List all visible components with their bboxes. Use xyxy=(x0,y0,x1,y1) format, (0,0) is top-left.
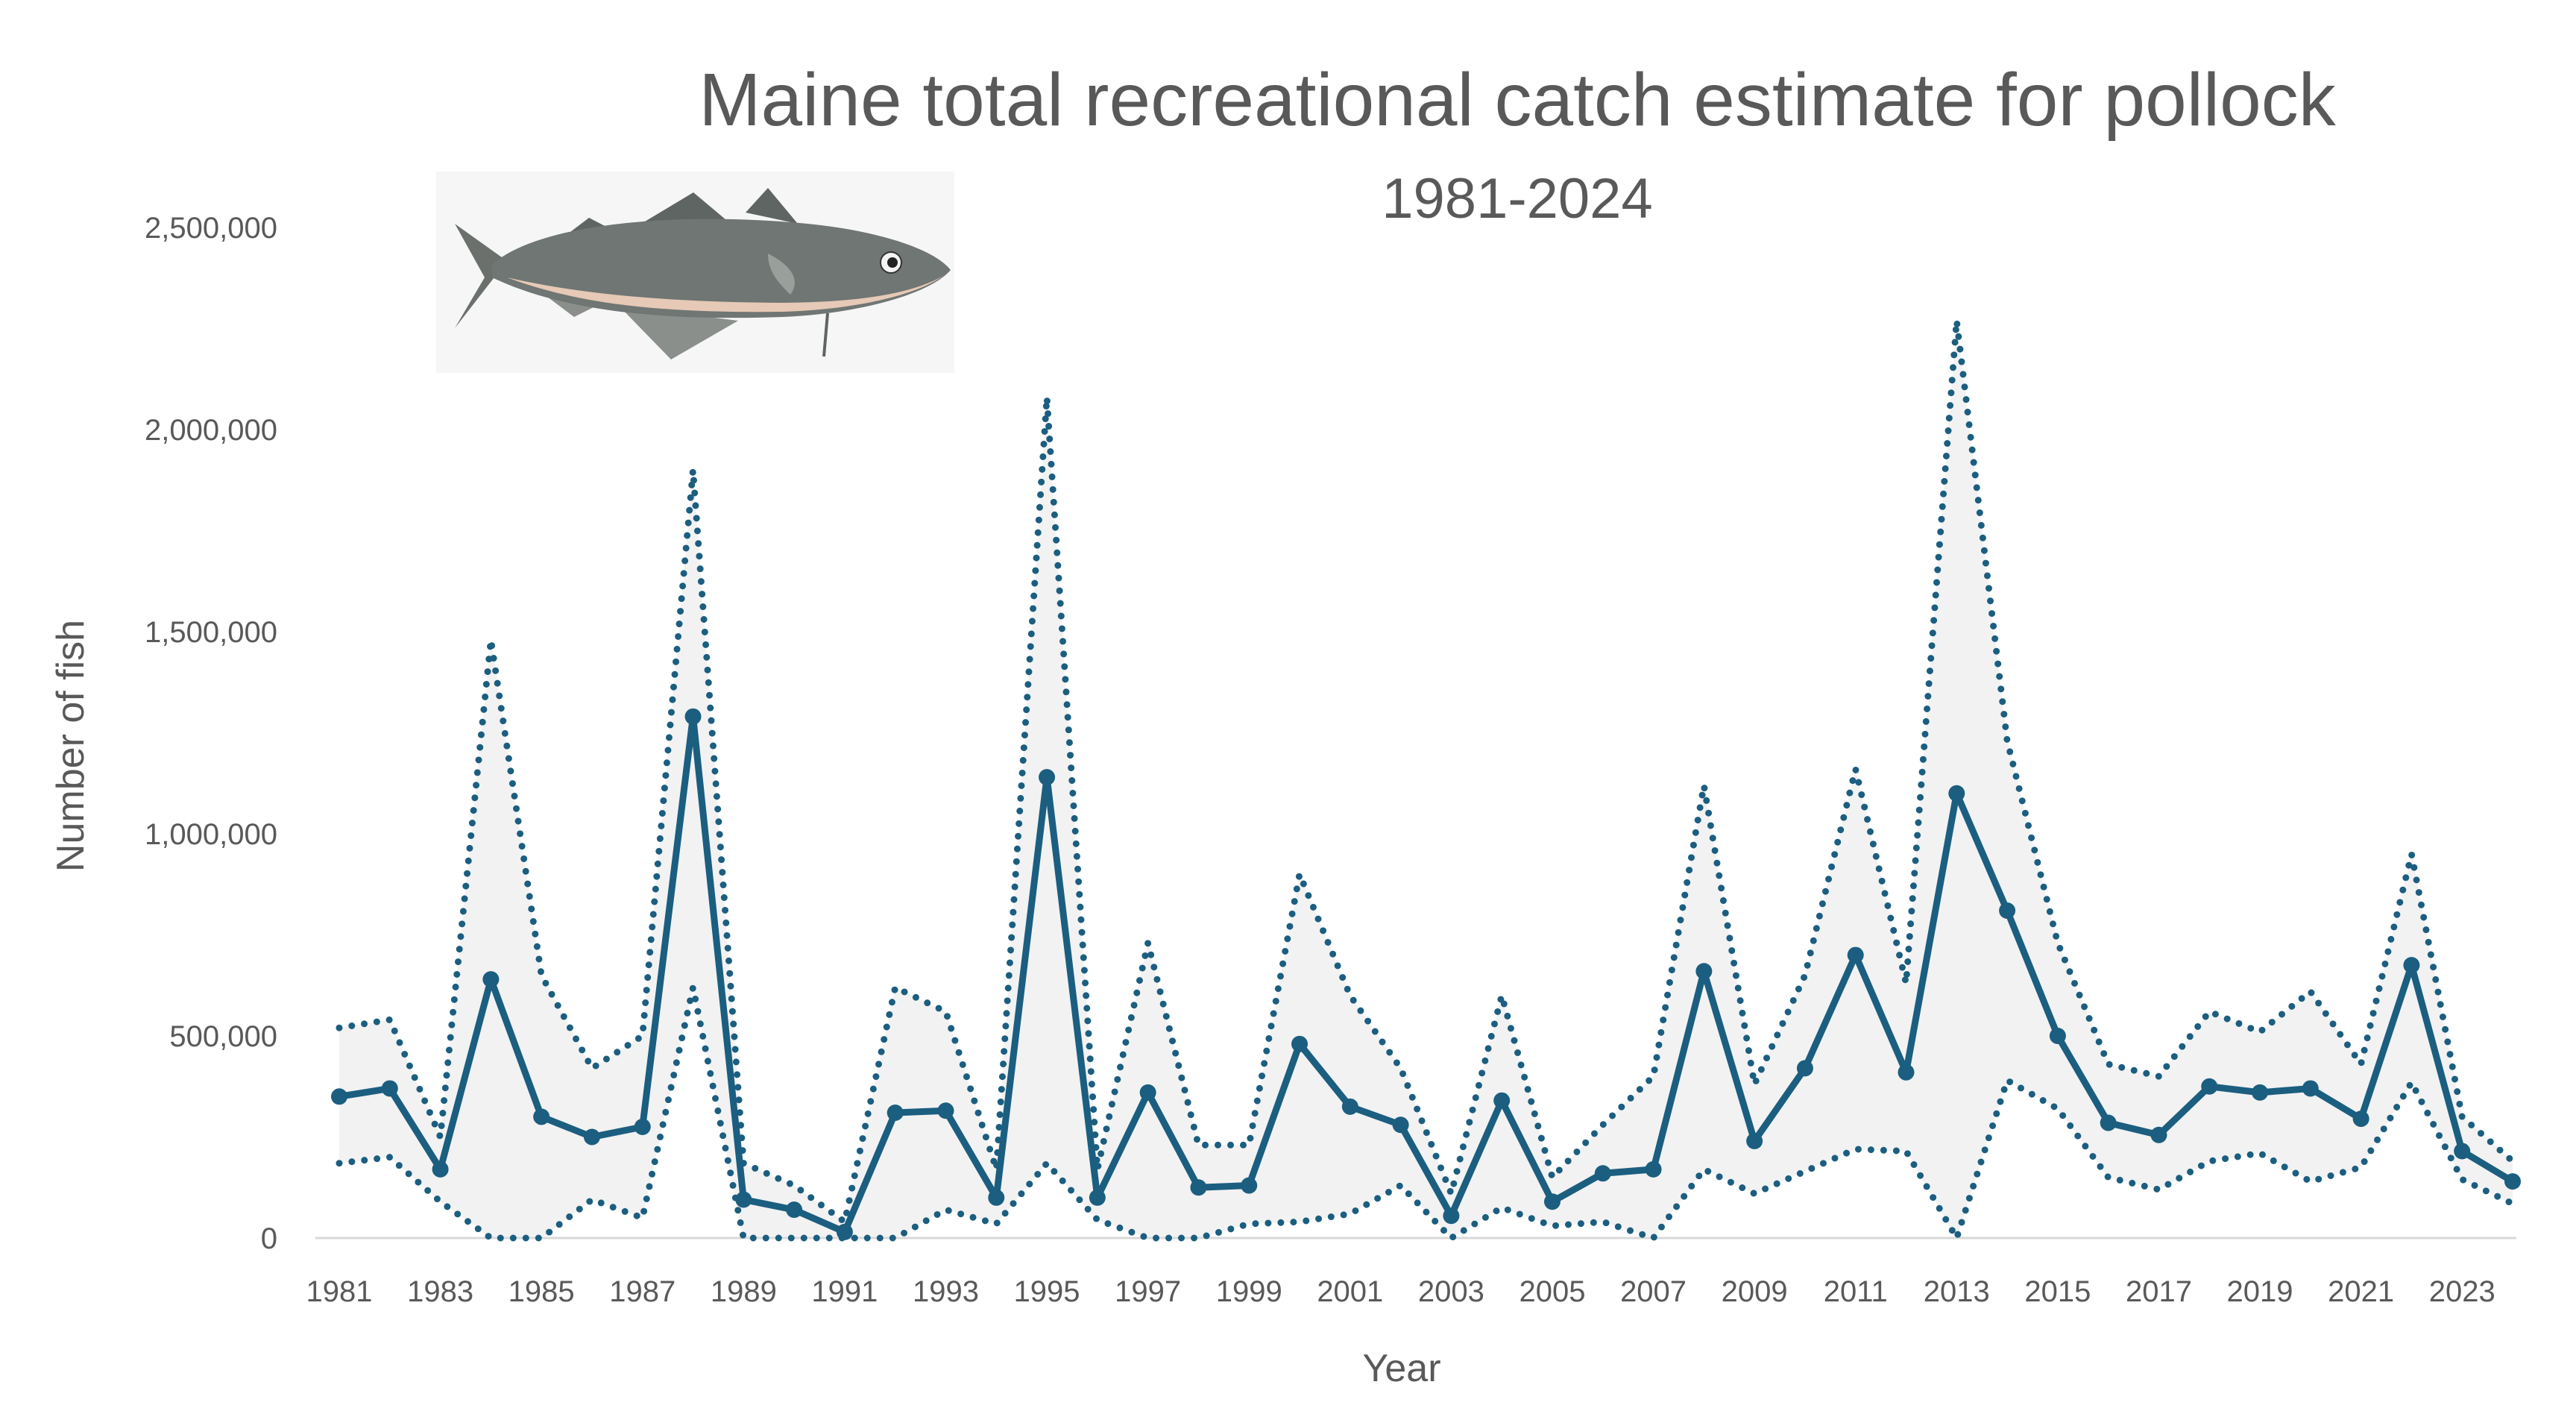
estimate-point xyxy=(2403,957,2420,974)
x-tick-label: 2005 xyxy=(1519,1275,1585,1308)
x-axis-title: Year xyxy=(1362,1347,1440,1390)
estimate-point xyxy=(1241,1177,1258,1194)
y-tick-label: 2,500,000 xyxy=(145,212,277,245)
estimate-point xyxy=(2504,1173,2521,1190)
estimate-point xyxy=(1999,902,2016,919)
estimate-point xyxy=(2201,1078,2218,1095)
estimate-point xyxy=(2150,1126,2167,1143)
estimate-point xyxy=(1543,1193,1561,1210)
upper-bound-line xyxy=(336,320,2516,1228)
estimate-point xyxy=(2100,1114,2117,1131)
estimate-point xyxy=(937,1102,954,1119)
x-tick-label: 1997 xyxy=(1115,1275,1181,1308)
estimate-point xyxy=(1796,1060,1813,1077)
estimate-point xyxy=(533,1108,550,1125)
estimate-point xyxy=(2352,1110,2369,1128)
estimate-point xyxy=(1190,1179,1207,1196)
estimate-point xyxy=(1493,1092,1511,1109)
y-tick-label: 0 xyxy=(261,1222,277,1255)
estimate-point xyxy=(1594,1165,1611,1182)
estimate-point xyxy=(1847,946,1864,964)
estimate-point xyxy=(684,708,702,725)
x-tick-label: 2001 xyxy=(1317,1275,1383,1308)
estimate-point xyxy=(2454,1143,2471,1160)
pollock-fish-illustration xyxy=(436,172,954,373)
estimate-point xyxy=(1089,1189,1106,1206)
estimate-point xyxy=(1645,1160,1662,1178)
estimate-point xyxy=(1746,1132,1763,1149)
estimate-point xyxy=(482,971,500,988)
x-tick-label: 2017 xyxy=(2126,1275,2192,1308)
y-tick-label: 2,000,000 xyxy=(145,414,277,447)
estimate-line xyxy=(338,713,2515,1236)
chart-title: Maine total recreational catch estimate … xyxy=(699,58,2337,142)
x-tick-label: 2019 xyxy=(2227,1275,2293,1308)
x-tick-label: 1989 xyxy=(711,1275,777,1308)
x-tick-label: 2023 xyxy=(2429,1275,2495,1308)
estimate-point xyxy=(432,1160,449,1178)
estimate-point xyxy=(2302,1080,2319,1097)
estimate-point xyxy=(1341,1098,1358,1115)
x-tick-label: 1991 xyxy=(811,1275,878,1308)
x-tick-label: 1999 xyxy=(1216,1275,1282,1308)
estimate-point xyxy=(1039,769,1056,786)
x-tick-label: 2021 xyxy=(2328,1275,2394,1308)
y-axis-title: Number of fish xyxy=(49,620,92,872)
lower-bound-line xyxy=(336,987,2516,1247)
estimate-point xyxy=(988,1189,1005,1206)
plot-area: 0 500,000 1,000,000 1,500,000 2,000,000 2,500… xyxy=(145,212,2521,1308)
y-tick-label: 1,000,000 xyxy=(145,818,277,851)
estimate-point xyxy=(1139,1084,1156,1101)
estimate-point xyxy=(2252,1084,2269,1101)
estimate-point xyxy=(583,1128,600,1146)
estimate-point xyxy=(1443,1207,1460,1225)
estimate-point xyxy=(331,1088,347,1105)
estimate-point xyxy=(836,1223,853,1240)
x-tick-label: 1981 xyxy=(306,1275,373,1308)
x-tick-label: 1985 xyxy=(508,1275,575,1308)
x-tick-label: 1983 xyxy=(407,1275,473,1308)
x-tick-label: 2015 xyxy=(2024,1275,2091,1308)
estimate-point xyxy=(735,1191,752,1208)
x-tick-label: 1995 xyxy=(1014,1275,1080,1308)
x-tick-label: 2003 xyxy=(1418,1275,1484,1308)
y-tick-label: 500,000 xyxy=(169,1020,277,1053)
estimate-point xyxy=(786,1201,803,1219)
chart-subtitle: 1981-2024 xyxy=(1382,167,1652,230)
estimate-point xyxy=(1695,963,1713,980)
estimate-point xyxy=(1392,1116,1409,1134)
confidence-band xyxy=(339,320,2513,1239)
estimate-point xyxy=(381,1080,398,1097)
estimate-point xyxy=(887,1104,904,1121)
estimate-point xyxy=(1948,785,1965,802)
estimate-point xyxy=(1898,1064,1915,1081)
x-tick-label: 2011 xyxy=(1824,1275,1888,1308)
estimate-point xyxy=(2049,1028,2066,1044)
x-tick-label: 2007 xyxy=(1620,1275,1687,1308)
x-tick-label: 2009 xyxy=(1722,1275,1788,1308)
x-tick-label: 1993 xyxy=(913,1275,979,1308)
x-tick-label: 1987 xyxy=(609,1275,676,1308)
y-tick-label: 1,500,000 xyxy=(145,616,277,649)
x-tick-label: 2013 xyxy=(1924,1275,1990,1308)
estimate-point xyxy=(1291,1035,1309,1052)
estimate-point xyxy=(634,1118,651,1135)
